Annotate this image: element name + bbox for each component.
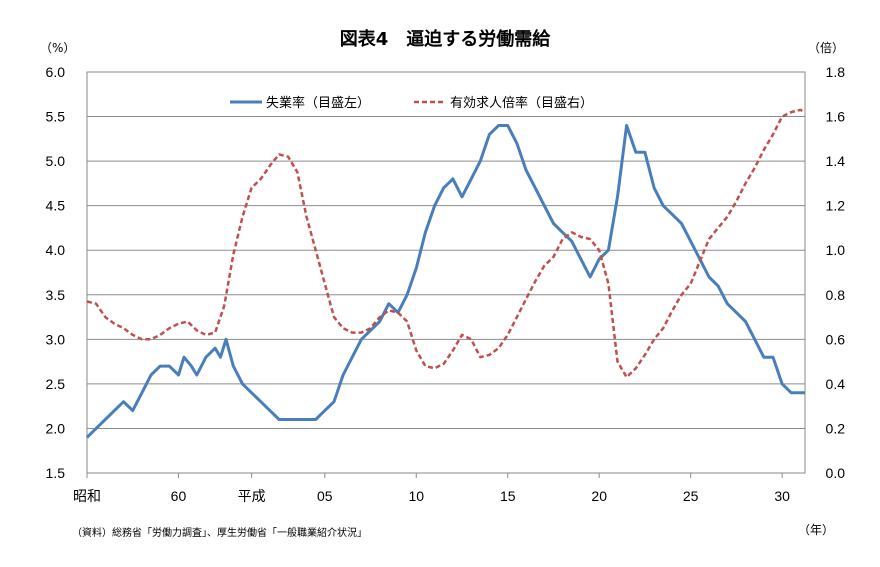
left-axis-unit: （%） [40,41,75,55]
x-tick-label: 昭和 [73,488,101,504]
x-axis-ticks: 昭和 60 平成 05 10 15 20 25 30 [73,473,790,504]
x-tick-label: 20 [591,488,607,504]
left-tick-label: 2.5 [46,376,66,392]
job-openings-ratio-line [86,108,806,379]
unemployment-rate-line [85,124,805,439]
legend-label-unemployment: 失業率（目盛左） [266,95,370,111]
gridlines [87,71,805,474]
right-tick-label: 0.8 [826,287,846,303]
x-tick-label: 平成 [238,488,266,504]
left-tick-label: 5.0 [46,153,66,169]
right-tick-label: 0.6 [826,331,846,347]
legend: 失業率（目盛左） 有効求人倍率（目盛右） [230,95,593,111]
left-axis-ticks: 1.5 2.0 2.5 3.0 3.5 4.0 4.5 5.0 5.5 6.0 [46,64,66,481]
left-tick-label: 3.0 [46,331,66,347]
x-tick-label: 05 [317,488,333,504]
x-tick-label: 10 [408,488,424,504]
right-tick-label: 1.4 [826,153,846,169]
right-tick-label: 1.0 [826,242,846,258]
right-tick-label: 1.2 [826,198,846,214]
x-tick-label: 30 [774,488,790,504]
right-tick-label: 1.6 [826,109,846,125]
x-tick-label: 15 [500,488,516,504]
right-tick-label: 1.8 [826,64,846,80]
left-tick-label: 4.5 [46,198,66,214]
left-tick-label: 5.5 [46,109,66,125]
source-note: （資料）総務省「労働力調査」、厚生労働省「一般職業紹介状況」 [72,526,367,539]
plot-area-border [86,71,806,474]
left-tick-label: 2.0 [46,420,66,436]
legend-label-job-ratio: 有効求人倍率（目盛右） [450,95,593,111]
left-tick-label: 1.5 [46,465,66,481]
series-lines [85,108,806,439]
chart-title: 図表4 逼迫する労働需給 [340,28,552,50]
right-axis-ticks: 0.0 0.2 0.4 0.6 0.8 1.0 1.2 1.4 1.6 1.8 [826,64,846,481]
right-tick-label: 0.0 [826,465,846,481]
right-axis-unit: （倍） [808,40,844,55]
x-tick-label: 60 [171,488,187,504]
x-axis-unit: （年） [798,523,834,537]
left-tick-label: 6.0 [46,64,66,80]
right-tick-label: 0.4 [826,376,846,392]
left-tick-label: 3.5 [46,287,66,303]
right-tick-label: 0.2 [826,420,846,436]
x-tick-label: 25 [683,488,699,504]
left-tick-label: 4.0 [46,242,66,258]
